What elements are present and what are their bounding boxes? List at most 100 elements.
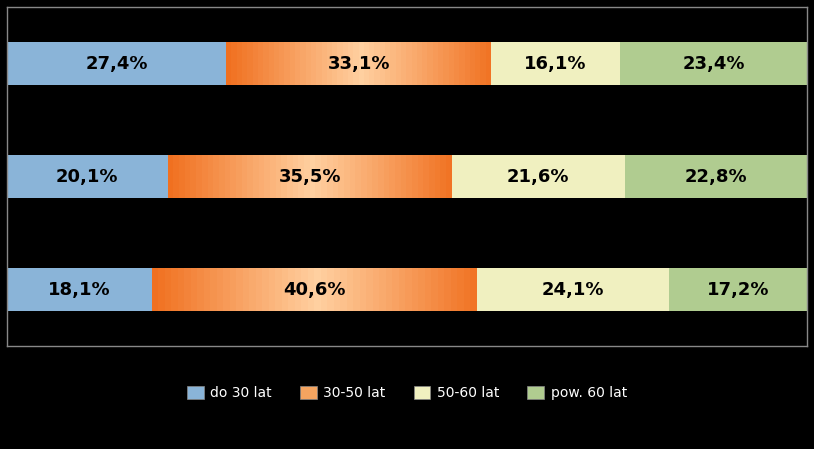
Bar bbox=[196, 155, 202, 198]
Text: 27,4%: 27,4% bbox=[85, 54, 148, 73]
Bar bbox=[295, 42, 300, 85]
Bar bbox=[385, 42, 391, 85]
Bar bbox=[242, 155, 247, 198]
Bar bbox=[213, 155, 219, 198]
Text: 33,1%: 33,1% bbox=[327, 54, 390, 73]
Text: 23,4%: 23,4% bbox=[682, 54, 745, 73]
Bar bbox=[299, 155, 304, 198]
Bar bbox=[486, 42, 491, 85]
Bar bbox=[353, 42, 359, 85]
Bar bbox=[370, 42, 374, 85]
Bar bbox=[619, 42, 807, 85]
Bar bbox=[314, 269, 321, 311]
Bar bbox=[295, 269, 301, 311]
Bar bbox=[256, 269, 262, 311]
Bar bbox=[431, 269, 438, 311]
Bar bbox=[290, 42, 295, 85]
Bar bbox=[237, 42, 242, 85]
Text: 21,6%: 21,6% bbox=[507, 167, 570, 186]
Bar bbox=[332, 42, 338, 85]
Bar bbox=[360, 269, 366, 311]
Bar bbox=[208, 155, 213, 198]
Bar bbox=[417, 42, 422, 85]
Bar bbox=[349, 155, 355, 198]
Bar bbox=[284, 42, 290, 85]
Bar bbox=[184, 269, 190, 311]
Bar bbox=[477, 269, 669, 311]
Bar bbox=[247, 42, 252, 85]
Bar bbox=[332, 155, 338, 198]
Bar bbox=[396, 42, 401, 85]
Bar bbox=[452, 155, 624, 198]
Bar bbox=[243, 269, 249, 311]
Bar bbox=[438, 42, 444, 85]
Bar bbox=[359, 42, 364, 85]
Bar bbox=[480, 42, 486, 85]
Bar bbox=[400, 155, 406, 198]
Bar bbox=[380, 42, 385, 85]
Bar bbox=[230, 155, 236, 198]
Bar bbox=[429, 155, 435, 198]
Bar bbox=[7, 155, 168, 198]
Bar bbox=[151, 269, 158, 311]
Bar bbox=[361, 155, 366, 198]
Bar bbox=[279, 42, 284, 85]
Bar bbox=[231, 42, 237, 85]
Bar bbox=[464, 269, 470, 311]
Bar bbox=[378, 155, 383, 198]
Bar bbox=[475, 42, 480, 85]
Text: 35,5%: 35,5% bbox=[278, 167, 341, 186]
Bar bbox=[451, 269, 457, 311]
Bar bbox=[236, 155, 242, 198]
Bar bbox=[423, 155, 429, 198]
Bar bbox=[344, 155, 349, 198]
Bar bbox=[242, 42, 247, 85]
Bar bbox=[274, 42, 279, 85]
Bar bbox=[247, 155, 253, 198]
Text: 20,1%: 20,1% bbox=[56, 167, 119, 186]
Bar bbox=[326, 42, 332, 85]
Bar bbox=[340, 269, 347, 311]
Bar bbox=[288, 269, 295, 311]
Bar bbox=[230, 269, 236, 311]
Bar bbox=[171, 269, 177, 311]
Bar bbox=[327, 269, 334, 311]
Bar bbox=[327, 155, 332, 198]
Bar bbox=[300, 42, 305, 85]
Bar bbox=[253, 155, 259, 198]
Bar bbox=[190, 269, 197, 311]
Bar bbox=[179, 155, 185, 198]
Bar bbox=[334, 269, 340, 311]
Bar bbox=[366, 155, 372, 198]
Bar bbox=[435, 155, 440, 198]
Bar bbox=[412, 155, 418, 198]
Bar bbox=[259, 155, 265, 198]
Text: 16,1%: 16,1% bbox=[524, 54, 587, 73]
Bar bbox=[197, 269, 204, 311]
Bar bbox=[383, 155, 389, 198]
Bar bbox=[252, 42, 258, 85]
Bar bbox=[263, 42, 269, 85]
Bar bbox=[373, 269, 379, 311]
Bar bbox=[433, 42, 438, 85]
Bar bbox=[669, 269, 807, 311]
Bar bbox=[389, 155, 395, 198]
Bar bbox=[459, 42, 465, 85]
Bar bbox=[465, 42, 470, 85]
Bar bbox=[287, 155, 293, 198]
Bar bbox=[173, 155, 179, 198]
Bar bbox=[355, 155, 361, 198]
Bar bbox=[491, 42, 619, 85]
Bar bbox=[270, 155, 276, 198]
Bar bbox=[316, 42, 322, 85]
Bar bbox=[322, 42, 326, 85]
Bar bbox=[226, 42, 231, 85]
Bar bbox=[418, 269, 425, 311]
Bar bbox=[236, 269, 243, 311]
Bar bbox=[470, 42, 475, 85]
Bar bbox=[406, 155, 412, 198]
Bar bbox=[399, 269, 405, 311]
Bar bbox=[338, 155, 344, 198]
Bar bbox=[405, 269, 412, 311]
Bar bbox=[305, 42, 311, 85]
